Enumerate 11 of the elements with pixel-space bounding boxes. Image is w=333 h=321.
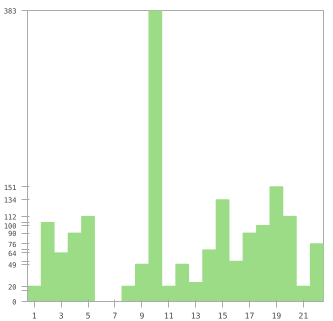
x-tick-label: 7 [112, 312, 118, 320]
x-tick-label: 9 [139, 312, 144, 320]
x-tick-label: 19 [272, 312, 282, 320]
x-tick-label: 11 [164, 312, 174, 320]
x-tick-label: 13 [190, 312, 201, 320]
x-tick-label: 1 [32, 312, 37, 320]
x-tick-label: 21 [298, 312, 308, 320]
x-tick-label: 15 [218, 312, 228, 320]
x-tick-label: 17 [244, 312, 254, 320]
x-tick-label: 3 [58, 312, 64, 320]
x-tick-label: 5 [86, 312, 91, 320]
